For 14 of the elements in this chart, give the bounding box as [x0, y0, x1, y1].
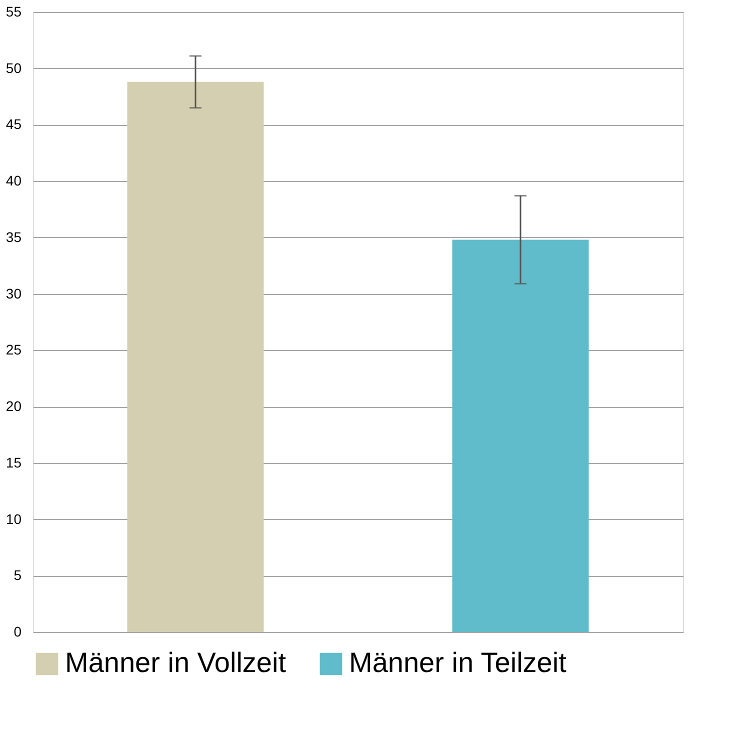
y-tick-label: 10 — [6, 510, 22, 527]
y-tick-label: 0 — [14, 624, 22, 640]
y-tick-label: 15 — [6, 454, 22, 470]
legend-label: Männer in Teilzeit — [349, 647, 567, 678]
y-tick-label: 45 — [6, 116, 22, 132]
y-tick-label: 55 — [6, 4, 22, 20]
y-tick-label: 35 — [6, 228, 22, 245]
y-tick-label: 5 — [14, 567, 22, 584]
y-tick-label: 20 — [6, 398, 22, 414]
y-tick-label: 25 — [6, 342, 22, 358]
legend-label: Männer in Vollzeit — [65, 647, 286, 678]
y-tick-label: 40 — [6, 172, 22, 189]
y-tick-label: 30 — [6, 285, 22, 302]
y-tick-label: 50 — [6, 60, 22, 76]
